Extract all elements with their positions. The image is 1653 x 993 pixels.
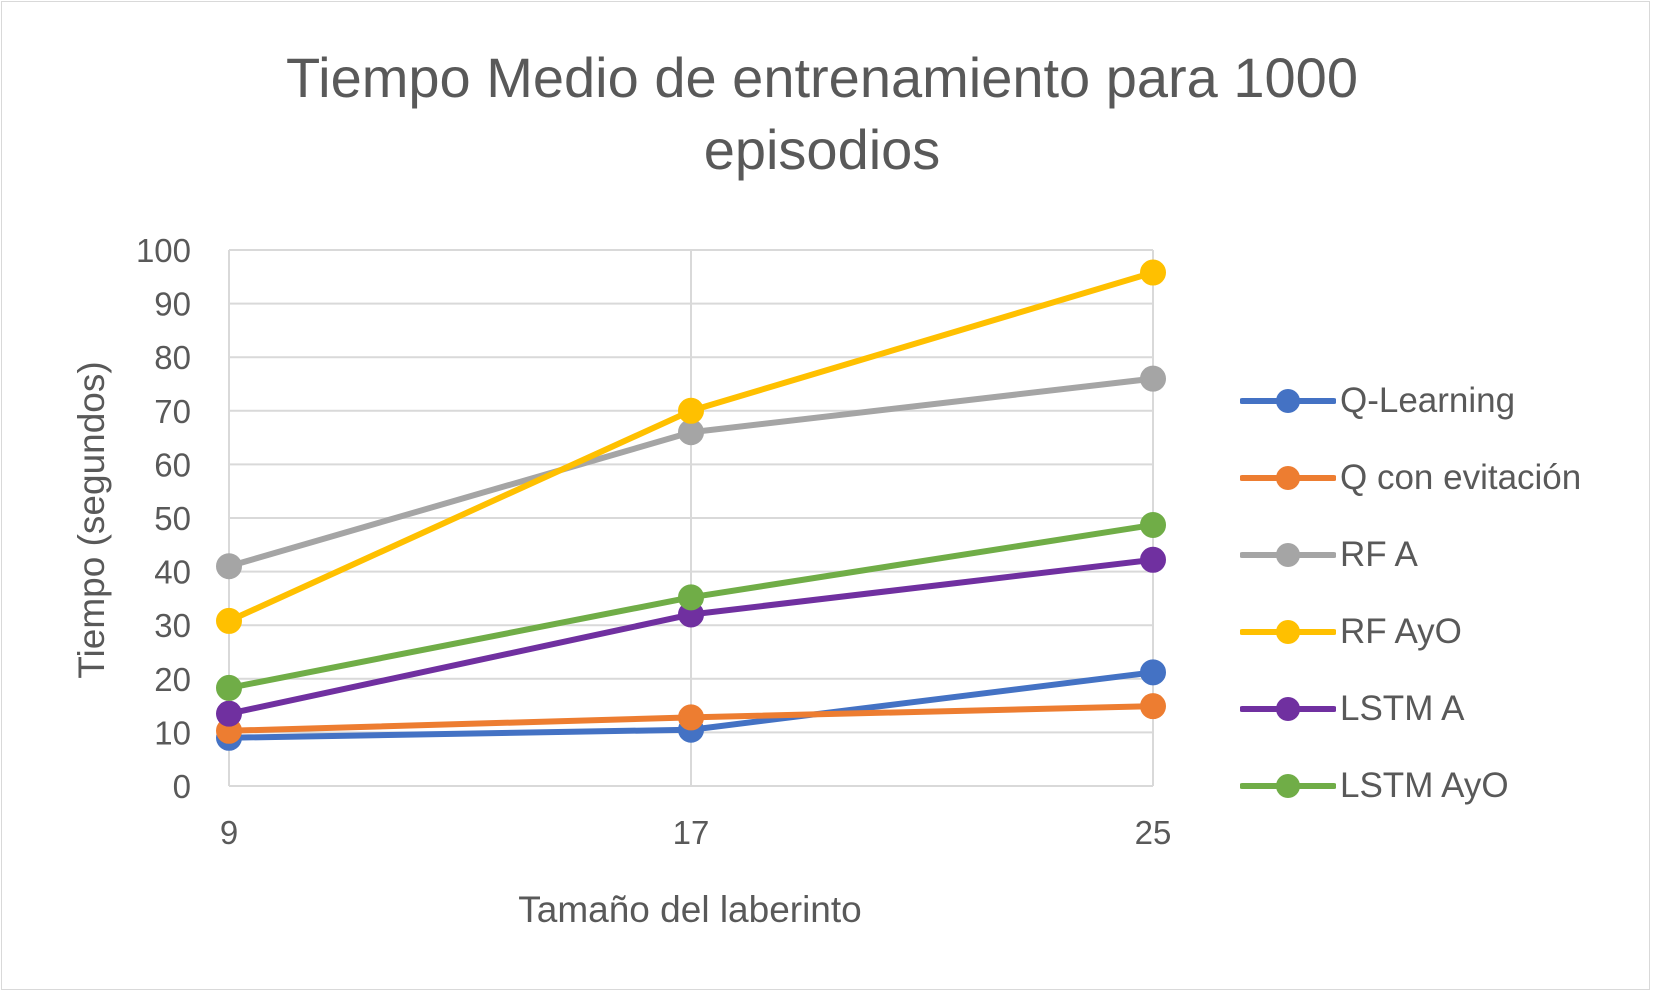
data-point — [216, 553, 242, 580]
y-tick-label: 60 — [154, 446, 191, 483]
legend-label: LSTM AyO — [1340, 765, 1509, 805]
x-axis-label: Tamaño del laberinto — [518, 889, 862, 930]
chart-title: Tiempo Medio de entrenamiento para 1000 … — [286, 46, 1358, 181]
x-tick-label: 25 — [1135, 814, 1172, 851]
y-tick-label: 70 — [154, 393, 191, 430]
legend-swatch-marker — [1276, 542, 1300, 567]
legend-swatch — [1240, 773, 1336, 798]
data-point — [1140, 365, 1166, 392]
y-axis-label: Tiempo (segundos) — [71, 361, 112, 678]
legend-swatch-marker — [1276, 465, 1300, 490]
legend-swatch — [1240, 619, 1336, 644]
data-point — [1140, 659, 1166, 686]
data-point — [1140, 546, 1166, 573]
legend-label: Q-Learning — [1340, 380, 1516, 420]
series-rf-ayo — [216, 259, 1166, 634]
legend-label: Q con evitación — [1340, 457, 1582, 497]
x-tick-label: 17 — [673, 814, 710, 851]
legend-label: RF A — [1340, 534, 1418, 574]
series-layer — [216, 259, 1166, 751]
legend-item: LSTM AyO — [1240, 747, 1581, 824]
data-point — [678, 584, 704, 611]
data-point — [1140, 511, 1166, 538]
legend-swatch-marker — [1276, 696, 1300, 721]
data-point — [678, 704, 704, 731]
data-point — [1140, 693, 1166, 720]
legend-swatch — [1240, 696, 1336, 721]
y-tick-label: 90 — [154, 286, 191, 323]
series-lstm-a — [216, 546, 1166, 727]
data-point — [678, 419, 704, 446]
legend: Q-Learning Q con evitación RF A RF AyO LSTM … — [1240, 362, 1581, 824]
legend-swatch-marker — [1276, 388, 1300, 413]
data-point — [1140, 259, 1166, 286]
legend-swatch — [1240, 542, 1336, 567]
legend-item: LSTM A — [1240, 670, 1581, 747]
series-q-con-evitaci-n — [216, 693, 1166, 744]
series-lstm-ayo — [216, 511, 1166, 701]
y-tick-label: 40 — [154, 554, 191, 591]
y-tick-label: 50 — [154, 500, 191, 537]
y-tick-label: 10 — [154, 714, 191, 751]
legend-item: Q con evitación — [1240, 439, 1581, 516]
y-tick-label: 20 — [154, 661, 191, 698]
legend-swatch — [1240, 388, 1336, 413]
legend-item: RF AyO — [1240, 593, 1581, 670]
y-tick-label: 0 — [173, 768, 191, 805]
y-tick-label: 100 — [136, 232, 191, 269]
legend-swatch-marker — [1276, 773, 1300, 798]
data-point — [216, 700, 242, 727]
x-tick-label: 9 — [220, 814, 238, 851]
data-point — [216, 674, 242, 701]
legend-item: RF A — [1240, 516, 1581, 593]
legend-item: Q-Learning — [1240, 362, 1581, 439]
series-rf-a — [216, 365, 1166, 580]
legend-label: RF AyO — [1340, 611, 1462, 651]
y-tick-labels: 0 10 20 30 40 50 60 70 80 90 100 — [136, 232, 191, 805]
x-tick-labels: 9 17 25 — [220, 814, 1172, 851]
y-tick-label: 30 — [154, 607, 191, 644]
legend-label: LSTM A — [1340, 688, 1465, 728]
data-point — [216, 607, 242, 634]
legend-swatch-marker — [1276, 619, 1300, 644]
data-point — [678, 397, 704, 424]
legend-swatch — [1240, 465, 1336, 490]
y-tick-label: 80 — [154, 339, 191, 376]
